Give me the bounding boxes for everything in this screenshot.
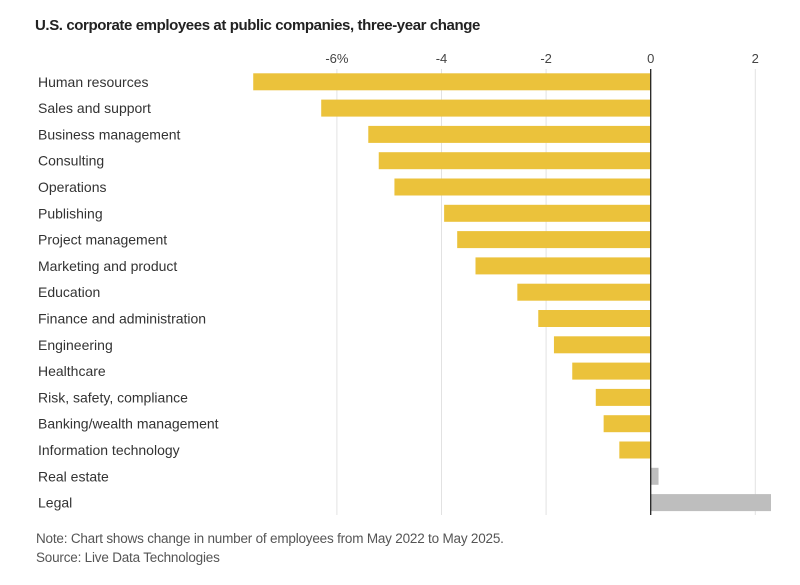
x-tick-label: -2 xyxy=(540,51,552,66)
category-label: Information technology xyxy=(38,442,180,458)
x-tick-label: -4 xyxy=(436,51,448,66)
category-label: Risk, safety, compliance xyxy=(38,389,188,405)
category-label: Banking/wealth management xyxy=(38,416,219,432)
chart-source: Source: Live Data Technologies xyxy=(36,550,220,565)
bars xyxy=(253,73,771,512)
category-labels: Human resources Sales and support Business… xyxy=(38,74,219,511)
bar xyxy=(457,231,651,249)
bar xyxy=(619,441,651,459)
category-label: Project management xyxy=(38,232,167,248)
bar xyxy=(253,73,651,91)
bar xyxy=(538,310,651,327)
bar xyxy=(321,99,651,117)
x-tick-label: 2 xyxy=(752,51,759,66)
x-tick-label: 0 xyxy=(647,51,654,66)
x-tick-label: -6% xyxy=(325,51,349,66)
category-label: Legal xyxy=(38,495,72,511)
bar xyxy=(650,494,771,512)
bar xyxy=(595,388,651,406)
bar xyxy=(394,178,651,196)
category-label: Business management xyxy=(38,126,181,142)
category-label: Sales and support xyxy=(38,100,151,116)
category-label: Healthcare xyxy=(38,363,106,379)
bar xyxy=(368,125,651,143)
x-axis-ticks: -6% -4 -2 0 2 xyxy=(325,51,759,66)
bar xyxy=(378,152,651,170)
category-label: Marketing and product xyxy=(38,258,177,274)
bar xyxy=(603,415,651,433)
bar xyxy=(444,204,651,222)
category-label: Consulting xyxy=(38,153,104,169)
category-label: Operations xyxy=(38,179,106,195)
bar xyxy=(517,283,651,301)
bar xyxy=(572,362,651,380)
category-label: Human resources xyxy=(38,74,149,90)
category-label: Real estate xyxy=(38,468,109,484)
bar xyxy=(650,467,659,485)
category-label: Education xyxy=(38,284,100,300)
chart-title: U.S. corporate employees at public compa… xyxy=(35,17,480,34)
bar xyxy=(475,257,651,275)
category-label: Finance and administration xyxy=(38,311,206,327)
category-label: Engineering xyxy=(38,337,113,353)
chart-note: Note: Chart shows change in number of em… xyxy=(36,531,504,546)
bar xyxy=(553,336,651,354)
category-label: Publishing xyxy=(38,205,103,221)
